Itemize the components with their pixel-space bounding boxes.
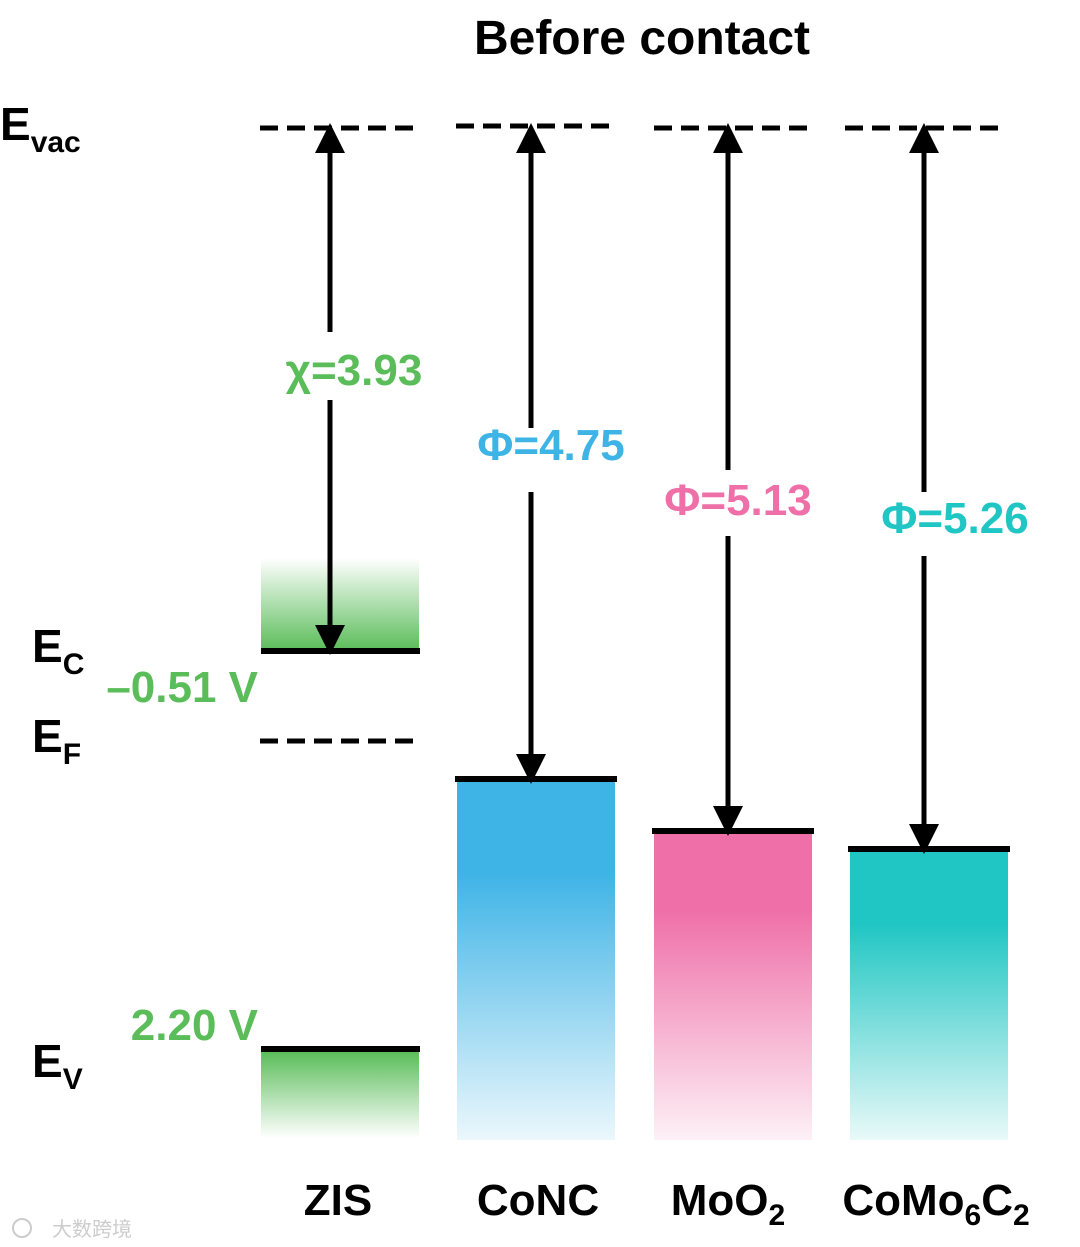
como6c2-work-function-label: Φ=5.26 [881,494,1028,543]
metal-column-moo2: Φ=5.13 MoO2 [652,123,814,1232]
zis-chi-label: χ=3.93 [286,346,423,395]
metal-column-conc: Φ=4.75 CoNC [455,123,625,1225]
level-label-c: EC [32,620,84,681]
level-label-f: EF [32,710,81,771]
watermark-logo-icon [12,1218,32,1238]
zis-material-label: ZIS [304,1176,372,1225]
level-label-vac: Evac [0,98,81,159]
moo2-material-label: MoO2 [671,1176,785,1232]
conc-work-function-label: Φ=4.75 [477,421,624,470]
diagram-title: Before contact [474,12,810,65]
conc-material-label: CoNC [477,1176,599,1225]
como6c2-band-fill [850,851,1008,1140]
metal-column-como6c2: Φ=5.26 CoMo6C2 [842,123,1030,1232]
moo2-band-fill [654,833,812,1140]
metal-columns: Φ=4.75 CoNC Φ=5.13 MoO2 Φ=5.26 CoMo6C2 [455,123,1030,1232]
watermark-text: 大数跨境 [52,1217,132,1241]
zis-conduction-band [261,558,419,650]
zis-vb-potential: 2.20 V [131,1001,259,1050]
conc-band-fill [457,781,615,1140]
level-label-v: EV [32,1035,83,1096]
como6c2-material-label: CoMo6C2 [842,1176,1029,1232]
zis-valence-band [261,1052,419,1138]
moo2-work-function-label: Φ=5.13 [664,476,811,525]
zis-cb-potential: –0.51 V [106,663,258,712]
